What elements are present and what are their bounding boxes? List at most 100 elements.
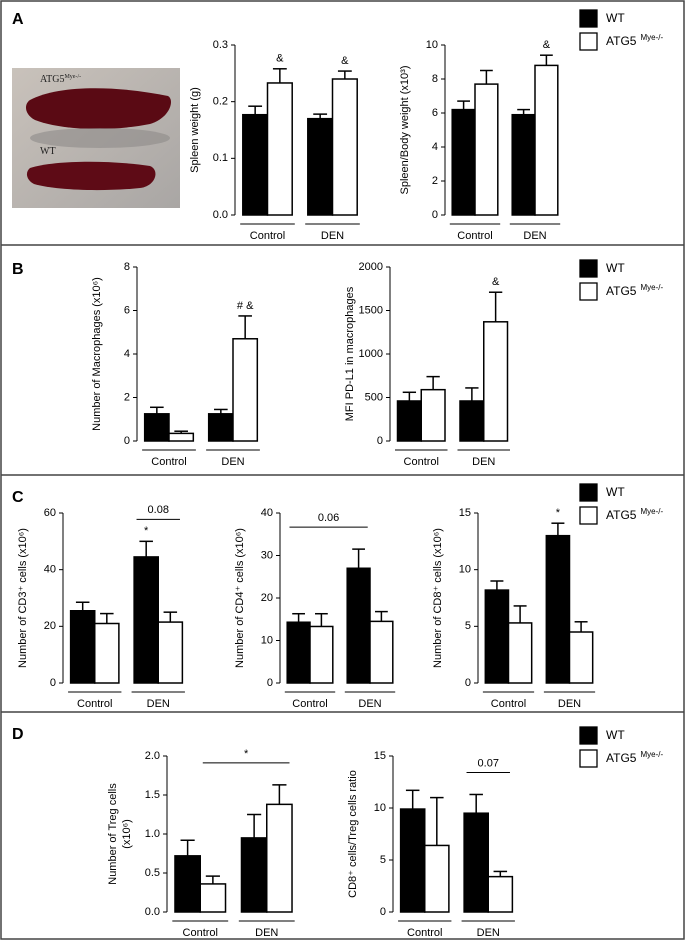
bar <box>240 837 268 913</box>
y-tick-label: 10 <box>459 564 471 576</box>
legend-name: ATG5 <box>606 751 637 765</box>
y-tick-label: 40 <box>44 564 56 576</box>
x-tick-label: DEN <box>147 698 170 710</box>
y-axis-label: Number of CD8⁺ cells (x10⁶) <box>432 528 444 668</box>
bar <box>396 400 422 442</box>
bar <box>507 622 533 684</box>
y-tick-label: 1500 <box>359 304 383 316</box>
x-tick-label: DEN <box>255 927 278 939</box>
legend-sup: Mye-/- <box>640 33 663 42</box>
y-tick-label: 2 <box>432 175 438 187</box>
legend-swatch <box>579 506 598 525</box>
legend-name: ATG5 <box>606 34 637 48</box>
bar <box>94 622 120 684</box>
annotation: * <box>556 507 561 519</box>
bar <box>511 113 536 216</box>
y-tick-label: 0.0 <box>145 906 160 918</box>
y-axis-label: Number of Treg cells <box>107 783 119 885</box>
y-tick-label: 2.0 <box>145 750 160 762</box>
x-tick-label: Control <box>407 927 442 939</box>
y-tick-label: 5 <box>465 620 471 632</box>
y-tick-label: 6 <box>432 107 438 119</box>
y-tick-label: 30 <box>261 549 273 561</box>
y-tick-label: 60 <box>44 507 56 519</box>
annotation: # & <box>237 300 254 312</box>
x-tick-label: DEN <box>472 456 495 468</box>
panel-letter: D <box>12 726 24 743</box>
bar <box>69 610 96 684</box>
y-tick-label: 0 <box>465 677 471 689</box>
y-tick-label: 2 <box>124 391 130 403</box>
bar <box>534 64 559 216</box>
bar <box>174 855 201 913</box>
y-axis-label: Spleen weight (g) <box>189 87 201 173</box>
y-axis-label: (x10⁶) <box>121 819 133 849</box>
bar <box>133 556 159 684</box>
legend-name: WT <box>606 11 625 25</box>
y-axis-label: Number of Macrophages (x10⁶) <box>91 277 103 431</box>
y-tick-label: 15 <box>374 750 386 762</box>
x-tick-label: Control <box>250 230 285 242</box>
y-tick-label: 0 <box>380 906 386 918</box>
x-tick-label: DEN <box>523 230 546 242</box>
bar <box>399 808 426 913</box>
bar <box>420 388 446 442</box>
y-tick-label: 2000 <box>359 261 383 273</box>
panel-letter: A <box>12 11 24 28</box>
legend-swatch <box>579 259 598 278</box>
photo-label: ATG5Mye-/- <box>40 74 81 85</box>
annotation: * <box>244 748 249 760</box>
legend-swatch <box>579 483 598 502</box>
x-tick-label: Control <box>183 927 218 939</box>
x-tick-label: Control <box>404 456 439 468</box>
photo-label-text: ATG5 <box>40 74 64 85</box>
legend-name: ATG5 <box>606 508 637 522</box>
x-tick-label: Control <box>151 456 186 468</box>
y-tick-label: 0.1 <box>213 152 228 164</box>
y-tick-label: 0 <box>432 209 438 221</box>
y-axis-label: CD8⁺ cells/Treg cells ratio <box>347 770 359 898</box>
y-tick-label: 1000 <box>359 348 383 360</box>
legend-swatch <box>579 726 598 745</box>
y-tick-label: 10 <box>374 802 386 814</box>
bar <box>545 534 571 684</box>
legend-swatch <box>579 282 598 301</box>
y-tick-label: 0.2 <box>213 96 228 108</box>
legend-label: WT <box>606 261 625 275</box>
bar <box>168 432 195 442</box>
bar <box>459 400 485 442</box>
bar <box>286 621 311 684</box>
bar <box>568 631 594 684</box>
legend-sup: Mye-/- <box>640 283 663 292</box>
y-tick-label: 0 <box>50 677 56 689</box>
y-tick-label: 0 <box>267 677 273 689</box>
bar <box>474 83 499 216</box>
x-tick-label: DEN <box>477 927 500 939</box>
x-tick-label: DEN <box>221 456 244 468</box>
y-tick-label: 0.0 <box>213 209 228 221</box>
x-tick-label: Control <box>77 698 112 710</box>
photo-label-text: WT <box>40 146 56 157</box>
y-tick-label: 40 <box>261 507 273 519</box>
y-tick-label: 1.0 <box>145 828 160 840</box>
x-tick-label: DEN <box>321 230 344 242</box>
y-tick-label: 10 <box>426 39 438 51</box>
bar <box>199 883 227 913</box>
annotation: & <box>276 53 284 65</box>
legend-label: WT <box>606 728 625 742</box>
annotation: & <box>543 39 551 51</box>
photo <box>12 68 180 208</box>
y-tick-label: 4 <box>432 141 438 153</box>
y-axis-label: MFI PD-L1 in macrophages <box>344 286 356 421</box>
bar <box>451 108 476 216</box>
y-tick-label: 6 <box>124 304 130 316</box>
panel-letter: C <box>12 489 24 506</box>
y-axis-label: Number of CD3⁺ cells (x10⁶) <box>17 528 29 668</box>
bar <box>266 803 293 913</box>
bar <box>369 620 394 684</box>
x-tick-label: Control <box>457 230 492 242</box>
bar <box>331 78 358 216</box>
y-tick-label: 1.5 <box>145 789 160 801</box>
y-tick-label: 8 <box>432 73 438 85</box>
